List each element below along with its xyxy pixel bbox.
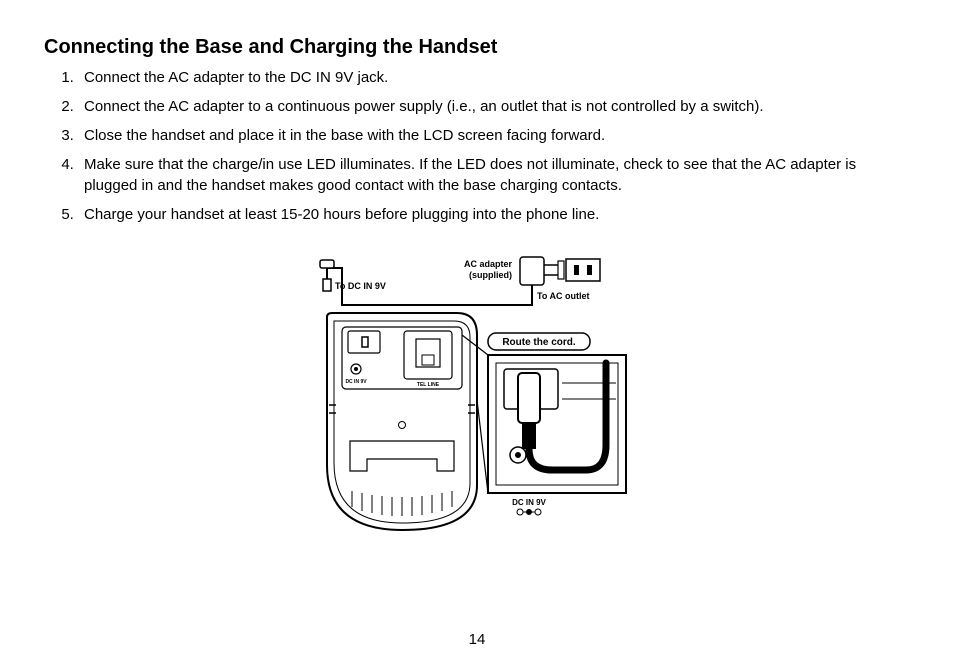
dc-in-9v-inset-label: DC IN 9V [512,498,546,507]
dc-in-9v-small-label: DC IN 9V [345,379,367,385]
tel-line-label: TEL LINE [417,382,440,388]
step-4: Make sure that the charge/in use LED ill… [78,154,910,196]
step-5: Charge your handset at least 15-20 hours… [78,204,910,225]
page-number: 14 [0,631,954,648]
connection-figure: AC adapter (supplied) To AC outlet To DC… [312,255,642,550]
figure-wrap: AC adapter (supplied) To AC outlet To DC… [0,255,954,550]
page-container: Connecting the Base and Charging the Han… [0,0,954,668]
to-ac-outlet-label: To AC outlet [537,291,590,301]
to-dc-in-9v-label: To DC IN 9V [335,281,386,291]
ac-adapter-icon [520,257,564,285]
step-1: Connect the AC adapter to the DC IN 9V j… [78,67,910,88]
diagram-svg: AC adapter (supplied) To AC outlet To DC… [312,255,642,545]
step-2: Connect the AC adapter to a continuous p… [78,96,910,117]
ac-adapter-label-2: (supplied) [469,270,512,280]
page-title: Connecting the Base and Charging the Han… [44,36,910,59]
ac-adapter-label-1: AC adapter [464,259,513,269]
base-bottom-view: DC IN 9V TEL LINE [327,313,477,530]
ac-outlet-icon [566,259,600,281]
step-3: Close the handset and place it in the ba… [78,125,910,146]
instruction-list: Connect the AC adapter to the DC IN 9V j… [78,67,910,225]
route-cord-label: Route the cord. [502,337,576,348]
route-cord-inset: Route the cord. [488,333,626,515]
